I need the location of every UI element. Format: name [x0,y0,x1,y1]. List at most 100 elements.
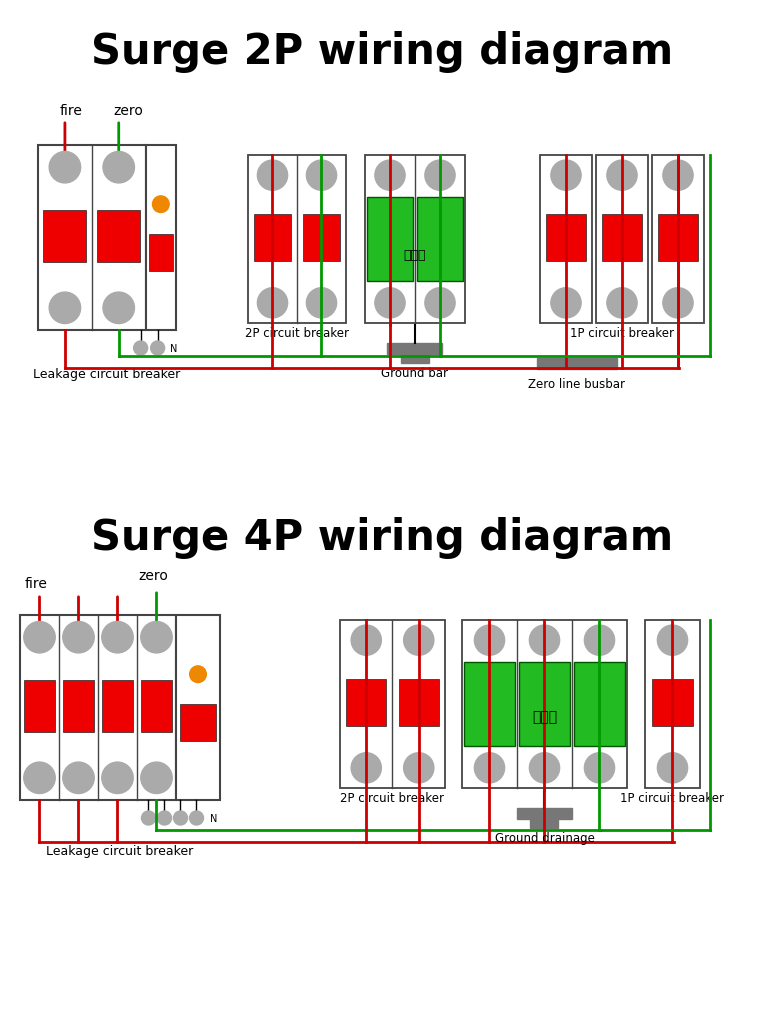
Bar [537,358,617,369]
Bar [367,197,413,281]
Circle shape [663,160,693,190]
Bar [574,662,625,746]
Circle shape [474,625,505,655]
Bar [176,615,220,800]
Bar [44,210,86,261]
Bar [365,155,465,323]
Text: Leakage circuit breaker: Leakage circuit breaker [34,368,181,381]
Circle shape [306,288,337,318]
Circle shape [24,622,55,653]
Circle shape [49,152,80,183]
Text: Surge 4P wiring diagram: Surge 4P wiring diagram [91,517,673,559]
Circle shape [102,762,133,794]
Circle shape [141,762,172,794]
Text: 1P circuit breaker: 1P circuit breaker [570,327,674,340]
Circle shape [306,160,337,190]
Circle shape [103,292,135,324]
Circle shape [607,160,637,190]
Circle shape [375,160,405,190]
Bar [602,214,642,261]
Circle shape [151,341,164,355]
Circle shape [404,753,434,783]
Text: fire: fire [60,104,83,118]
Bar [303,214,340,261]
Circle shape [529,625,560,655]
Circle shape [158,811,171,825]
Circle shape [607,288,637,318]
Text: 2P circuit breaker: 2P circuit breaker [245,327,349,340]
Circle shape [102,622,133,653]
Bar [97,210,140,261]
Circle shape [584,625,614,655]
Text: 1P circuit breaker: 1P circuit breaker [620,792,724,805]
Bar [254,214,291,261]
Circle shape [24,762,55,794]
Circle shape [141,622,172,653]
Text: Ground bar: Ground bar [382,367,448,380]
Circle shape [551,288,581,318]
Bar [399,679,438,726]
Text: 2P circuit breaker: 2P circuit breaker [340,792,444,805]
Bar [462,620,627,788]
Text: N: N [210,814,218,824]
Text: Ground drainage: Ground drainage [494,831,594,845]
Circle shape [152,196,169,213]
Bar [148,233,173,270]
Text: Surge 2P wiring diagram: Surge 2P wiring diagram [91,31,673,73]
Bar [546,214,586,261]
Circle shape [551,160,581,190]
Circle shape [351,753,382,783]
Bar [248,155,346,323]
Text: Zero line busbar: Zero line busbar [529,378,626,391]
Text: Leakage circuit breaker: Leakage circuit breaker [47,845,194,858]
Circle shape [257,288,288,318]
Circle shape [142,811,155,825]
Bar [652,155,704,323]
Bar [388,343,442,354]
Text: N: N [170,344,177,354]
Bar [181,703,216,740]
Bar [596,155,648,323]
Circle shape [63,622,94,653]
Circle shape [474,753,505,783]
Circle shape [174,811,187,825]
Text: 防雷器: 防雷器 [532,711,557,724]
Text: zero: zero [138,569,168,583]
Bar [464,662,515,746]
Circle shape [425,288,455,318]
Circle shape [663,288,693,318]
Bar [652,679,693,726]
Bar [401,354,429,362]
Circle shape [49,292,80,324]
Bar [519,662,570,746]
Circle shape [657,625,688,655]
Circle shape [584,753,614,783]
Circle shape [404,625,434,655]
Text: 防雷器: 防雷器 [404,249,426,262]
Bar [347,679,386,726]
Bar [20,615,176,800]
Text: zero: zero [114,104,144,118]
Circle shape [134,341,148,355]
Circle shape [103,152,135,183]
Bar [24,680,55,731]
Bar [141,680,172,731]
Circle shape [657,753,688,783]
Bar [517,808,572,819]
Bar [540,155,592,323]
Circle shape [63,762,94,794]
Bar [102,680,133,731]
Bar [145,145,176,330]
Circle shape [190,811,203,825]
Circle shape [351,625,382,655]
Circle shape [257,160,288,190]
Bar [530,819,558,828]
Bar [645,620,700,788]
Bar [658,214,698,261]
Circle shape [529,753,560,783]
Bar [340,620,445,788]
Text: fire: fire [25,577,48,591]
Bar [417,197,463,281]
Circle shape [375,288,405,318]
Bar [38,145,145,330]
